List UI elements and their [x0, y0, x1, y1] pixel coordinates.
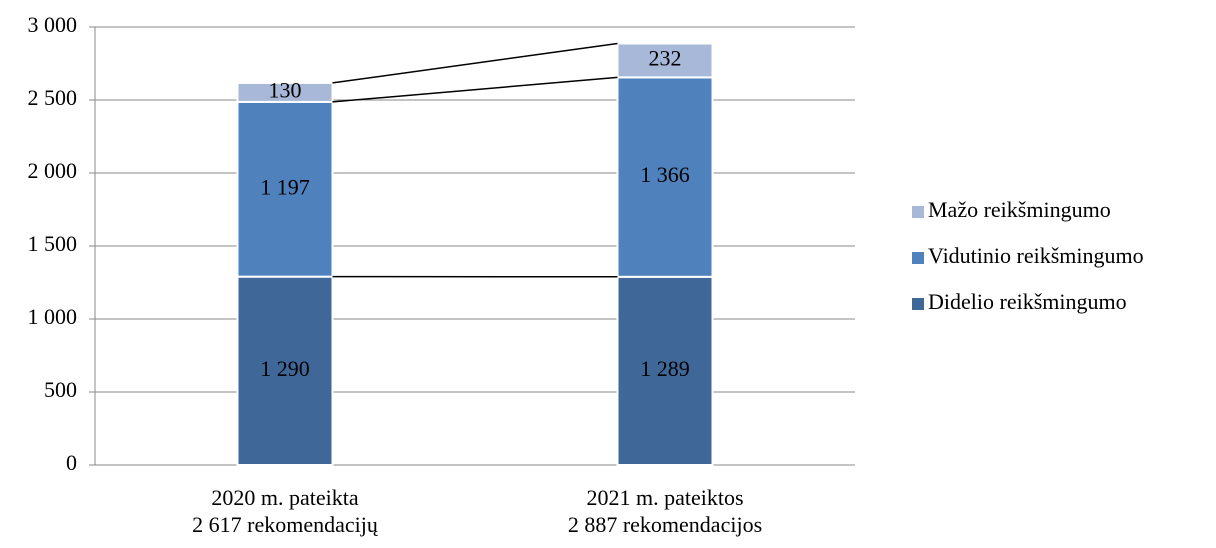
- legend-label: Didelio reikšmingumo: [928, 289, 1127, 314]
- data-label: 1 366: [640, 162, 690, 187]
- bar-segment: [616, 42, 714, 79]
- data-label: 130: [269, 77, 302, 102]
- x-tick-label: 2020 m. pateikta 2 617 rekomendacijų: [192, 485, 379, 537]
- bar-segment: [236, 275, 334, 466]
- series-line: [332, 76, 618, 103]
- y-tick-label: 2 000: [28, 158, 78, 183]
- bar-segment: [236, 100, 334, 278]
- y-tick-label: 500: [44, 377, 77, 402]
- legend-swatch: [912, 206, 924, 218]
- y-tick-label: 1 500: [28, 231, 78, 256]
- series-line: [332, 42, 618, 84]
- y-tick-label: 0: [66, 450, 77, 475]
- legend-swatch: [912, 298, 924, 310]
- y-tick-label: 3 000: [28, 12, 78, 37]
- x-tick-label: 2021 m. pateiktos 2 887 rekomendacijos: [568, 485, 762, 537]
- bar-segment: [236, 81, 334, 103]
- data-label: 232: [649, 45, 682, 70]
- legend-swatch: [912, 252, 924, 264]
- data-label: 1 290: [260, 356, 310, 381]
- data-label: 1 197: [260, 174, 310, 199]
- y-tick-label: 1 000: [28, 304, 78, 329]
- legend-label: Vidutinio reikšmingumo: [928, 243, 1144, 268]
- y-tick-label: 2 500: [28, 85, 78, 110]
- data-label: 1 289: [640, 356, 690, 381]
- bar-segment: [616, 76, 714, 278]
- legend-label: Mažo reikšmingumo: [928, 197, 1111, 222]
